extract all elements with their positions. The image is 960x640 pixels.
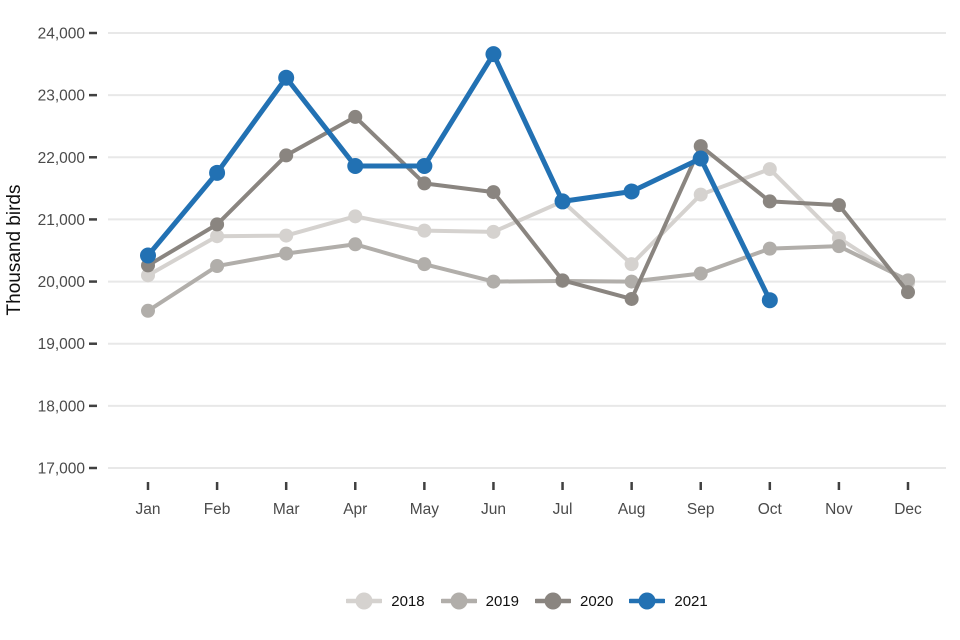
point-2019-oct — [762, 241, 777, 256]
series-layer — [140, 46, 915, 318]
point-2021-aug — [623, 183, 640, 200]
legend-swatch-icon — [440, 592, 477, 610]
legend-label: 2018 — [391, 592, 425, 610]
series-line-2019 — [146, 242, 910, 313]
point-2020-sep — [693, 139, 708, 154]
legend-swatch-icon — [346, 592, 383, 610]
x-tick-label: Nov — [825, 501, 853, 518]
x-tick-label: May — [410, 501, 440, 518]
point-2021-jun — [485, 46, 502, 63]
x-tick-label: Jul — [553, 501, 573, 518]
x-tick-label: Jan — [136, 501, 161, 518]
point-2021-feb — [209, 164, 226, 181]
point-2018-jun — [486, 224, 501, 239]
point-2020-aug — [624, 291, 639, 306]
point-2021-oct — [761, 292, 778, 309]
point-2019-feb — [210, 259, 225, 274]
point-2018-oct — [762, 162, 777, 177]
legend-swatch-dot — [450, 592, 468, 610]
legend-swatch-icon — [629, 592, 666, 610]
point-2019-jan — [141, 303, 155, 318]
point-2018-may — [417, 223, 432, 238]
legend: 2018 2019 2020 2021 — [108, 588, 946, 614]
x-tick-label: Feb — [204, 501, 231, 518]
x-tick-label: Oct — [758, 501, 783, 518]
y-axis: 24,000 23,000 22,000 21,000 20,000 19,000 18,0… — [38, 26, 97, 478]
point-2019-may — [417, 257, 432, 272]
series-line-2020 — [146, 114, 910, 301]
legend-label: 2020 — [580, 592, 614, 610]
x-tick-label: Dec — [894, 501, 922, 518]
point-2020-feb — [210, 217, 225, 232]
x-axis: Jan Feb Mar Apr May Jun Jul Aug Sep Oct Nov Dec — [136, 482, 922, 518]
point-2020-apr — [348, 109, 363, 124]
y-tick-label: 20,000 — [38, 274, 86, 291]
x-tick-label: Aug — [618, 501, 646, 518]
point-2020-jun — [486, 185, 501, 200]
y-tick-label: 21,000 — [38, 212, 86, 229]
point-2019-dec — [901, 273, 915, 288]
y-tick-label: 22,000 — [38, 150, 86, 167]
y-tick-label: 19,000 — [38, 336, 86, 353]
point-2019-jun — [486, 274, 501, 289]
legend-item-2020: 2020 — [535, 591, 613, 611]
legend-item-2018: 2018 — [346, 591, 425, 611]
legend-swatch-icon — [535, 592, 571, 610]
y-tick-label: 18,000 — [38, 398, 86, 415]
series-line-2021 — [145, 51, 773, 303]
legend-item-2019: 2019 — [440, 591, 519, 611]
point-2021-mar — [278, 69, 295, 86]
point-2018-mar — [279, 228, 294, 243]
point-2019-nov — [831, 239, 846, 254]
point-2018-sep — [693, 187, 708, 202]
chart-canvas: 24,000 23,000 22,000 21,000 20,000 19,000 18,0… — [4, 26, 946, 518]
point-2021-apr — [347, 157, 364, 174]
point-2020-may — [417, 176, 432, 191]
point-2018-feb — [210, 229, 225, 244]
point-2019-mar — [279, 246, 294, 261]
x-tick-label: Mar — [273, 501, 300, 518]
point-2021-jul — [554, 193, 571, 210]
gridlines — [108, 32, 946, 469]
series-line-2018 — [146, 167, 910, 285]
legend-item-2021: 2021 — [629, 591, 708, 611]
legend-label: 2021 — [674, 592, 708, 610]
point-2018-jan — [141, 268, 155, 283]
x-tick-label: Sep — [687, 501, 715, 518]
point-2021-sep — [692, 150, 709, 167]
y-tick-label: 23,000 — [38, 88, 86, 105]
legend-swatch-dot — [355, 592, 373, 610]
point-2019-sep — [693, 266, 708, 281]
legend-swatch-dot — [544, 592, 562, 610]
x-tick-label: Jun — [481, 501, 506, 518]
point-2020-mar — [279, 148, 294, 163]
point-2020-jul — [555, 273, 570, 288]
point-2019-aug — [624, 274, 639, 289]
y-tick-label: 24,000 — [38, 26, 86, 43]
y-axis-title: Thousand birds — [4, 185, 25, 316]
point-2018-aug — [624, 257, 639, 272]
x-tick-label: Apr — [343, 501, 367, 518]
point-2020-oct — [762, 194, 777, 209]
point-2021-jan — [140, 247, 156, 264]
point-2020-nov — [831, 198, 846, 213]
point-2018-apr — [348, 209, 363, 224]
legend-swatch-dot — [638, 592, 656, 610]
point-2020-dec — [901, 285, 915, 300]
y-tick-label: 17,000 — [38, 461, 86, 478]
legend-label: 2019 — [485, 592, 519, 610]
point-2021-may — [416, 157, 433, 174]
point-2019-apr — [348, 237, 363, 252]
